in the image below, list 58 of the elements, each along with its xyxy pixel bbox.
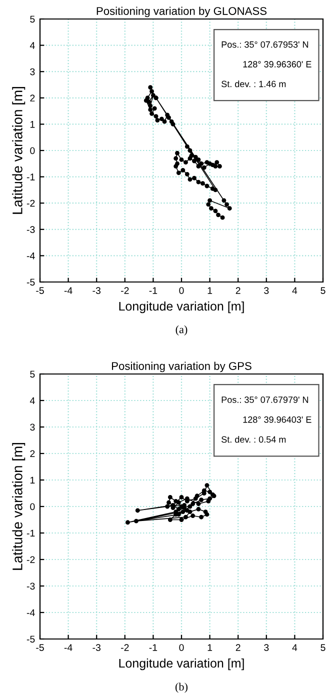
y-tick-label: 5 <box>30 370 35 378</box>
y-tick-label: -1 <box>26 174 35 180</box>
x-tick-label: -5 <box>36 287 44 294</box>
y-tick-label: 1 <box>30 121 35 128</box>
y-tick-label: -3 <box>26 582 35 590</box>
x-tick-label: 1 <box>208 287 212 294</box>
x-tick-label: 2 <box>236 644 240 651</box>
annotation: 128° 39.96360' E <box>243 61 312 68</box>
y-tick-label: 3 <box>30 68 35 76</box>
x-tick-label: -5 <box>36 644 44 651</box>
y-tick-label: -4 <box>26 252 35 260</box>
x-tick-label: -3 <box>92 287 100 294</box>
x-tick-label: 1 <box>208 644 212 651</box>
y-tick-label: -4 <box>26 609 35 616</box>
y-tick-label: 5 <box>30 16 35 23</box>
y-tick-label: 3 <box>30 424 35 431</box>
annotation: St. dev. : 1.46 m <box>222 80 286 88</box>
x-axis-title: Longitude variation [m] <box>119 301 244 314</box>
y-tick-label: 4 <box>30 42 35 49</box>
x-tick-label: 2 <box>236 287 240 294</box>
x-tick-label: 4 <box>292 287 298 294</box>
y-tick-label: 4 <box>30 397 35 404</box>
y-axis-title: Latitude variation [m] <box>12 87 26 214</box>
x-tick-label: 0 <box>179 644 184 651</box>
y-tick-label: 0 <box>30 503 35 510</box>
y-tick-label: 1 <box>30 476 35 484</box>
x-tick-label: -2 <box>121 644 129 651</box>
y-tick-label: 0 <box>30 147 35 154</box>
x-tick-label: 4 <box>292 644 298 651</box>
y-tick-label: 2 <box>30 450 35 458</box>
x-tick-label: 5 <box>320 287 326 294</box>
x-tick-label: 3 <box>264 287 269 294</box>
x-tick-label: 3 <box>264 644 269 651</box>
x-tick-label: -4 <box>64 287 72 294</box>
annotation: Pos.: 35° 07.67953' N <box>222 41 308 48</box>
text: (b) <box>176 682 188 693</box>
y-tick-label: -5 <box>26 278 35 286</box>
y-tick-label: -2 <box>26 200 35 207</box>
x-tick-label: 0 <box>179 287 184 294</box>
chart-title: Positioning variation by GLONASS <box>96 6 267 18</box>
y-tick-label: -1 <box>26 530 35 537</box>
x-tick-label: -2 <box>121 287 129 294</box>
x-tick-label: -1 <box>149 644 158 651</box>
y-axis-title: Latitude variation [m] <box>12 443 26 570</box>
x-axis-title: Longitude variation [m] <box>119 658 244 670</box>
x-tick-label: -3 <box>92 644 100 651</box>
chart-title: Positioning variation by GPS <box>112 362 252 372</box>
text: (a) <box>176 325 188 336</box>
y-tick-label: -3 <box>26 226 35 234</box>
y-tick-label: -5 <box>26 636 35 643</box>
x-tick-label: -4 <box>64 644 72 651</box>
x-tick-label: -1 <box>149 287 158 294</box>
annotation: Pos.: 35° 07.67979' N <box>222 396 308 403</box>
y-tick-label: -2 <box>26 556 35 564</box>
annotation: 128° 39.96403' E <box>243 416 312 423</box>
annotation: St. dev. : 0.54 m <box>222 436 286 443</box>
x-tick-label: 5 <box>320 644 326 651</box>
y-tick-label: 2 <box>30 94 35 102</box>
